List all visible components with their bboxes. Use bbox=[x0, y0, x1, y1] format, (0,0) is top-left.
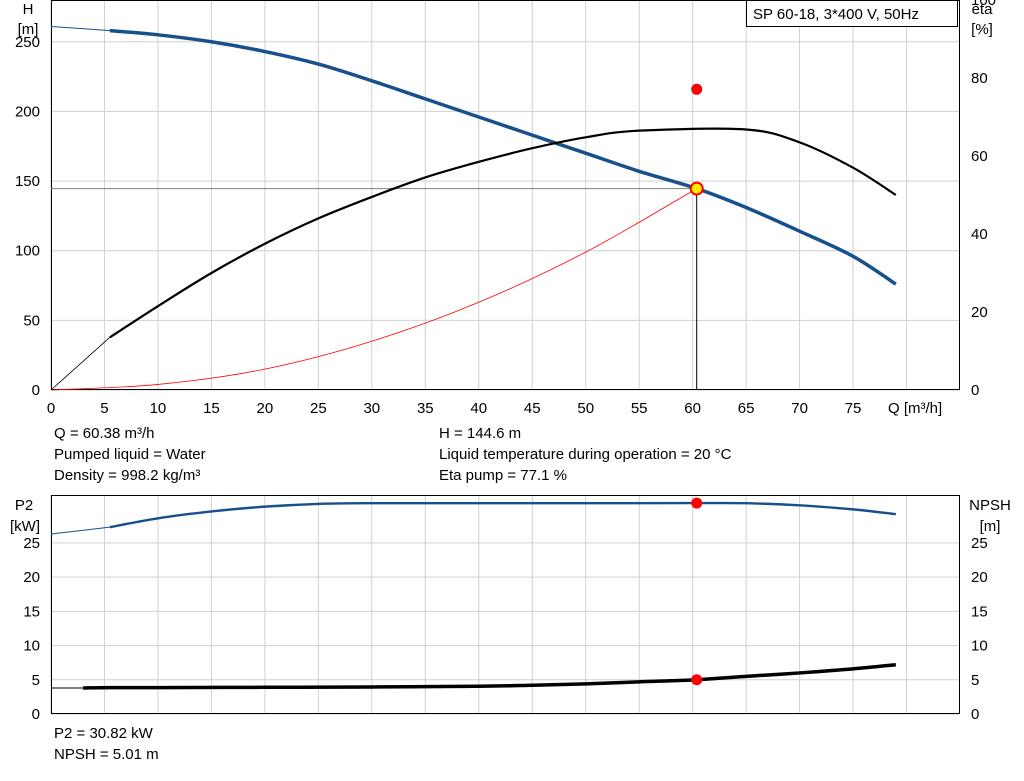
x-tick-label: 65 bbox=[738, 400, 755, 417]
x-tick-label: 15 bbox=[203, 400, 220, 417]
x-tick-label: 70 bbox=[791, 400, 808, 417]
p2-tick-label: 0 bbox=[32, 706, 40, 723]
top-plot-frame bbox=[51, 0, 960, 390]
info-block-left: Q = 60.38 m³/h Pumped liquid = Water Den… bbox=[54, 423, 206, 486]
eta-curve-extension bbox=[50, 337, 111, 391]
head-curve bbox=[109, 28, 897, 286]
chart-title: SP 60-18, 3*400 V, 50Hz bbox=[753, 6, 919, 23]
eta-tick-label: 20 bbox=[971, 304, 988, 321]
npsh-tick-label: 20 bbox=[971, 569, 988, 586]
eta-tick-label: 100 bbox=[971, 0, 996, 9]
head-operating-marker bbox=[689, 181, 704, 196]
x-tick-label: 10 bbox=[150, 400, 167, 417]
eta-operating-marker bbox=[691, 83, 703, 95]
head-curve-extension bbox=[50, 25, 110, 32]
p2-tick-label: 5 bbox=[32, 672, 40, 689]
npsh-tick-label: 10 bbox=[971, 638, 988, 655]
eta-tick-label: 60 bbox=[971, 148, 988, 165]
title-box bbox=[746, 0, 958, 27]
bottom-plot-frame bbox=[51, 495, 960, 714]
eta-tick-label: 80 bbox=[971, 70, 988, 87]
x-tick-label: 55 bbox=[631, 400, 648, 417]
x-tick-label: 35 bbox=[417, 400, 434, 417]
x-tick-label: 5 bbox=[100, 400, 108, 417]
temperature-readout: Liquid temperature during operation = 20… bbox=[439, 446, 732, 463]
density-readout: Density = 998.2 kg/m³ bbox=[54, 467, 201, 484]
x-tick-label: 75 bbox=[845, 400, 862, 417]
eta-axis-label: eta bbox=[972, 1, 994, 18]
x-tick-label: 30 bbox=[363, 400, 380, 417]
h-axis-label: H bbox=[23, 1, 34, 18]
eta-tick-label: 40 bbox=[971, 226, 988, 243]
npsh-axis-unit: [m] bbox=[980, 518, 1001, 535]
p2-curve bbox=[109, 501, 896, 529]
h-tick-label: 150 bbox=[15, 173, 40, 190]
npsh-tick-label: 25 bbox=[971, 535, 988, 552]
p2-tick-label: 20 bbox=[23, 569, 40, 586]
system-curve bbox=[50, 188, 697, 391]
p2-operating-marker bbox=[691, 497, 703, 509]
h-tick-label: 100 bbox=[15, 243, 40, 260]
npsh-readout: NPSH = 5.01 m bbox=[54, 746, 159, 763]
pumped-liquid-readout: Pumped liquid = Water bbox=[54, 446, 206, 463]
bottom-plot-area bbox=[51, 495, 960, 714]
eta-readout: Eta pump = 77.1 % bbox=[439, 467, 567, 484]
eta-tick-label: 0 bbox=[971, 382, 979, 399]
npsh-tick-label: 5 bbox=[971, 672, 979, 689]
p2-axis-label: P2 bbox=[15, 497, 33, 514]
h-tick-label: 50 bbox=[23, 312, 40, 329]
info-block-right: H = 144.6 m Liquid temperature during op… bbox=[439, 423, 731, 486]
p2-curve-extension bbox=[50, 526, 110, 535]
p2-tick-label: 15 bbox=[23, 603, 40, 620]
npsh-tick-label: 0 bbox=[971, 706, 979, 723]
eta-axis-unit: [%] bbox=[971, 21, 993, 38]
x-tick-label: 50 bbox=[577, 400, 594, 417]
x-tick-label: 40 bbox=[470, 400, 487, 417]
info-block-bottom: P2 = 30.82 kW NPSH = 5.01 m bbox=[54, 723, 159, 765]
head-readout: H = 144.6 m bbox=[439, 425, 522, 442]
flow-readout: Q = 60.38 m³/h bbox=[54, 425, 155, 442]
h-tick-label: 250 bbox=[15, 34, 40, 51]
npsh-tick-label: 15 bbox=[971, 603, 988, 620]
top-plot-area bbox=[51, 0, 960, 390]
x-tick-label: 0 bbox=[47, 400, 55, 417]
h-axis-unit: [m] bbox=[18, 21, 39, 38]
npsh-axis-label: NPSH bbox=[969, 497, 1011, 514]
x-tick-label: 60 bbox=[684, 400, 701, 417]
x-axis-label: Q [m³/h] bbox=[888, 400, 942, 417]
npsh-curve bbox=[83, 662, 897, 690]
p2-readout: P2 = 30.82 kW bbox=[54, 725, 153, 742]
npsh-operating-marker bbox=[691, 674, 703, 686]
p2-tick-label: 10 bbox=[23, 638, 40, 655]
x-tick-label: 20 bbox=[257, 400, 274, 417]
x-tick-label: 25 bbox=[310, 400, 327, 417]
h-tick-label: 200 bbox=[15, 103, 40, 120]
eta-curve bbox=[109, 127, 897, 339]
h-tick-label: 0 bbox=[32, 382, 40, 399]
p2-tick-label: 25 bbox=[23, 535, 40, 552]
p2-axis-unit: [kW] bbox=[10, 518, 40, 535]
x-tick-label: 45 bbox=[524, 400, 541, 417]
